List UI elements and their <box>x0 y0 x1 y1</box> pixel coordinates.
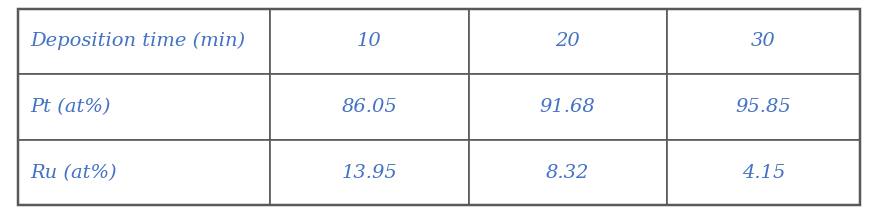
Bar <box>468 9 666 74</box>
Text: 91.68: 91.68 <box>539 98 595 116</box>
Text: 13.95: 13.95 <box>341 164 397 182</box>
Text: 86.05: 86.05 <box>341 98 397 116</box>
Bar <box>18 140 270 205</box>
Bar <box>18 74 270 140</box>
Bar <box>666 140 859 205</box>
Bar <box>468 140 666 205</box>
Text: 10: 10 <box>357 32 381 50</box>
Text: 8.32: 8.32 <box>545 164 588 182</box>
Bar <box>666 9 859 74</box>
Bar <box>18 9 270 74</box>
Text: Pt (at%): Pt (at%) <box>31 98 111 116</box>
Bar <box>468 74 666 140</box>
Text: 95.85: 95.85 <box>735 98 790 116</box>
Bar <box>270 9 468 74</box>
Text: 30: 30 <box>751 32 775 50</box>
Bar <box>270 74 468 140</box>
Bar <box>666 74 859 140</box>
Text: Ru (at%): Ru (at%) <box>31 164 118 182</box>
Text: Deposition time (min): Deposition time (min) <box>31 32 246 51</box>
Bar <box>270 140 468 205</box>
Text: 4.15: 4.15 <box>741 164 784 182</box>
Text: 20: 20 <box>554 32 579 50</box>
